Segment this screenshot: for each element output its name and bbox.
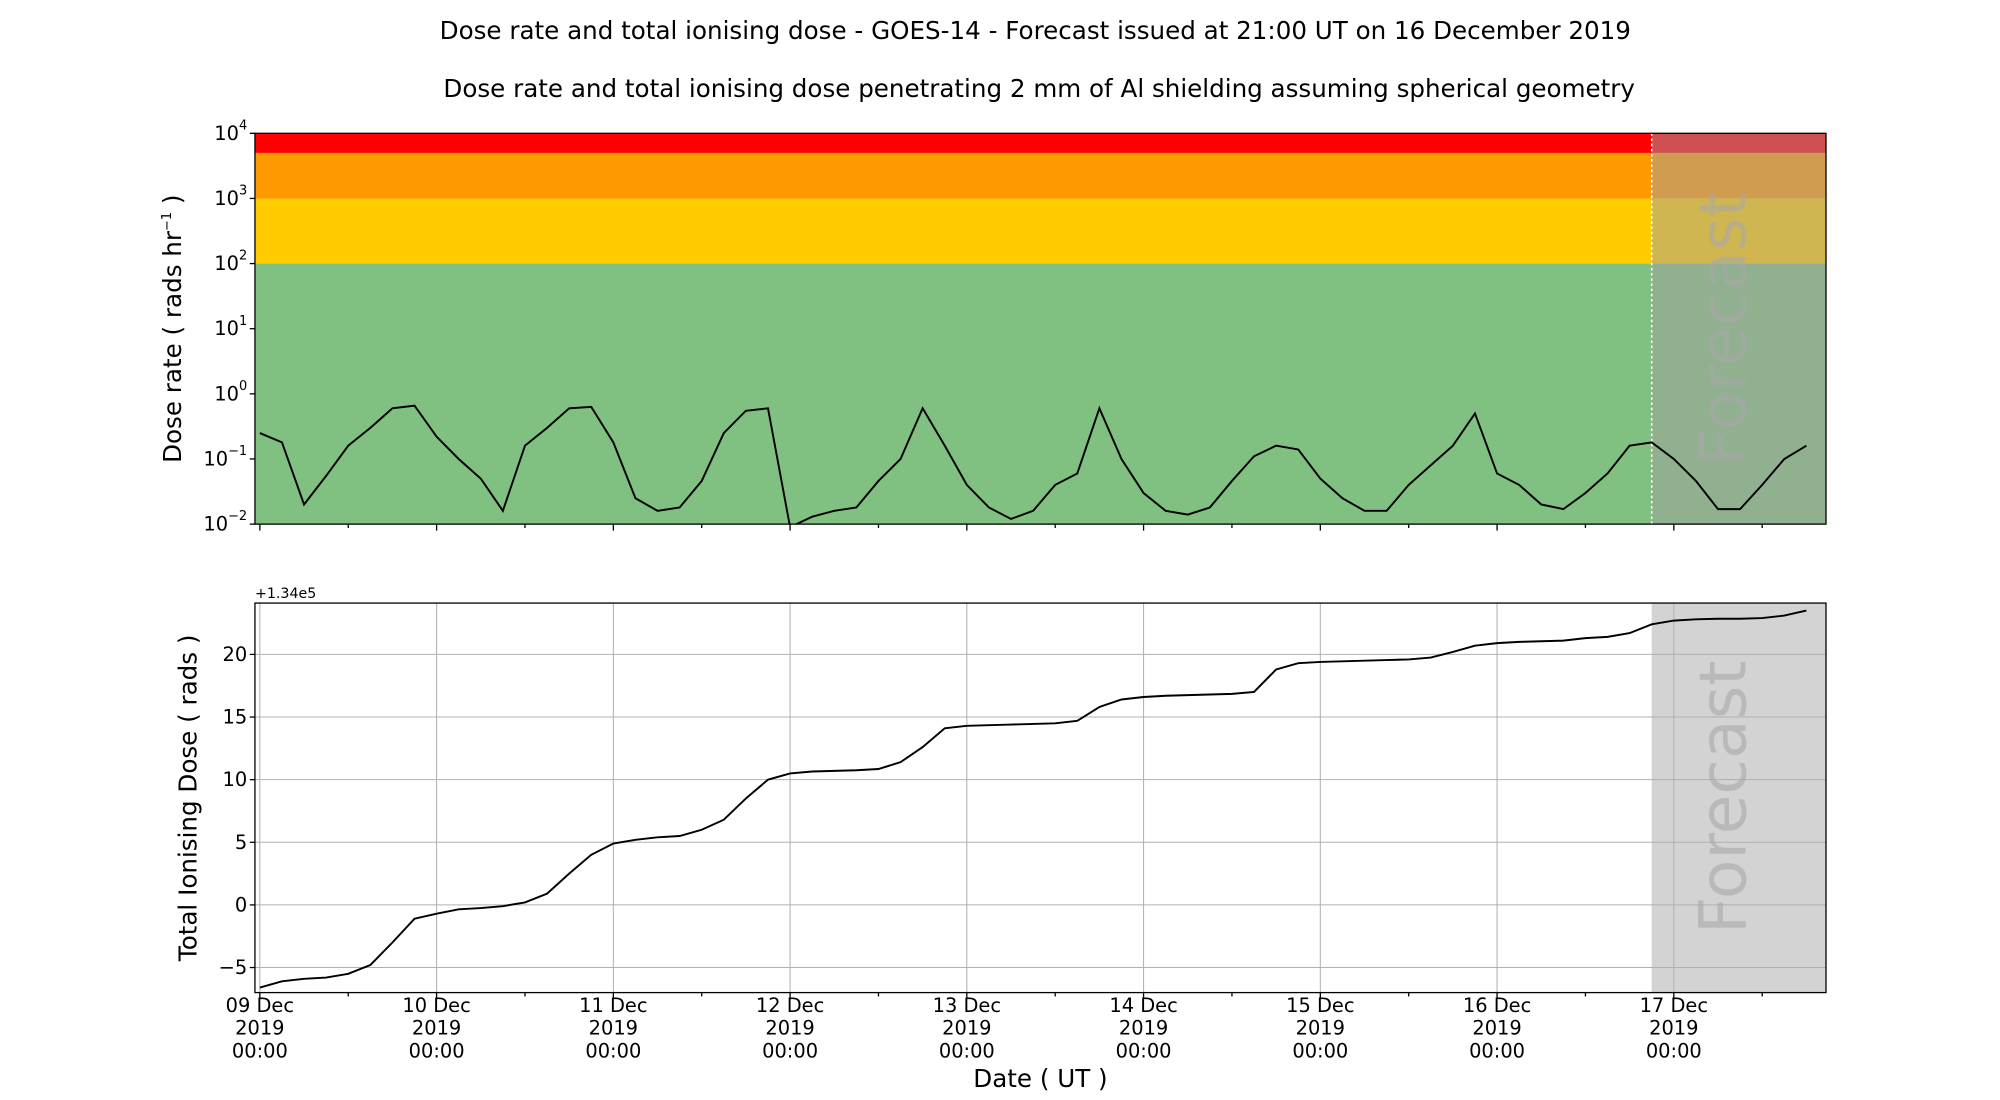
y-tick-label: −5 <box>219 956 248 979</box>
band <box>254 263 1827 525</box>
x-tick-label: 00:00 <box>1292 1039 1348 1062</box>
x-axis-label: Date ( UT ) <box>973 1064 1107 1093</box>
x-tick-label: 00:00 <box>1646 1039 1702 1062</box>
y-tick-base: 10 <box>203 513 228 536</box>
y-tick-label: 0 <box>235 893 247 916</box>
y-tick-label: 100 <box>214 379 247 405</box>
band <box>254 152 1827 199</box>
forecast-region <box>1651 603 1827 993</box>
y-tick-label: 10 <box>222 768 247 791</box>
x-tick-label: 00:00 <box>409 1039 465 1062</box>
x-tick-label: 2019 <box>1472 1017 1521 1040</box>
data-line <box>259 609 1807 989</box>
chart-subtitle: Dose rate and total ionising dose penetr… <box>443 74 1635 103</box>
y-tick-exponent: 4 <box>239 118 247 133</box>
x-tick-label: 11 Dec <box>579 994 647 1017</box>
x-tick-label: 2019 <box>1119 1017 1168 1040</box>
x-tick-label: 10 Dec <box>402 994 470 1017</box>
y-tick-exponent: 0 <box>239 379 247 394</box>
y-axis-label-text: Dose rate ( rads hr <box>158 230 187 463</box>
y-tick-label: 5 <box>235 831 247 854</box>
x-tick-label: 15 Dec <box>1286 994 1354 1017</box>
y-tick-label: 103 <box>214 184 247 210</box>
y-tick-label: 101 <box>214 314 247 340</box>
x-tick-label: 14 Dec <box>1109 994 1177 1017</box>
y-axis-label: Total Ionising Dose ( rads ) <box>174 635 203 963</box>
y-axis-label-suffix: ) <box>158 195 187 212</box>
y-tick-label: 10−2 <box>203 509 247 535</box>
x-tick-label: 00:00 <box>1469 1039 1525 1062</box>
x-tick-label: 00:00 <box>762 1039 818 1062</box>
y-tick-base: −5 <box>219 956 248 979</box>
x-tick-label: 2019 <box>589 1017 638 1040</box>
x-tick-label: 2019 <box>235 1017 284 1040</box>
x-tick-label: 16 Dec <box>1463 994 1531 1017</box>
plot-frame <box>254 132 1827 525</box>
x-tick-label: 2019 <box>942 1017 991 1040</box>
forecast-label: Forecast <box>1686 192 1761 466</box>
y-tick-label: 20 <box>222 643 247 666</box>
x-tick-label: 00:00 <box>1116 1039 1172 1062</box>
y-tick-exponent: 2 <box>239 249 247 264</box>
y-tick-label: 15 <box>222 706 247 729</box>
x-tick-label: 2019 <box>1649 1017 1698 1040</box>
y-tick-label: 102 <box>214 249 247 275</box>
y-tick-base: 10 <box>203 447 228 470</box>
x-tick-label: 13 Dec <box>933 994 1001 1017</box>
forecast-region <box>1651 133 1827 525</box>
y-tick-base: 10 <box>214 382 239 405</box>
x-tick-label: 2019 <box>412 1017 461 1040</box>
band <box>254 133 1827 153</box>
plot-frame <box>254 602 1827 994</box>
x-tick-label: 2019 <box>765 1017 814 1040</box>
x-tick-label: 00:00 <box>939 1039 995 1062</box>
x-tick-label: 17 Dec <box>1640 994 1708 1017</box>
x-tick-label: 09 Dec <box>226 994 294 1017</box>
y-tick-label: 10−1 <box>203 444 247 470</box>
y-tick-base: 10 <box>214 187 239 210</box>
y-axis-label: Dose rate ( rads hr−1 ) <box>158 195 187 463</box>
y-tick-base: 10 <box>214 122 239 145</box>
forecast-label: Forecast <box>1686 660 1761 934</box>
x-tick-label: 2019 <box>1296 1017 1345 1040</box>
chart-title: Dose rate and total ionising dose - GOES… <box>440 16 1631 45</box>
y-tick-base: 10 <box>214 317 239 340</box>
y-axis-label-sup: −1 <box>160 212 175 231</box>
y-tick-label: 104 <box>214 118 247 144</box>
y-axis-label-text: Total Ionising Dose ( rads ) <box>174 635 203 963</box>
y-tick-exponent: −2 <box>228 509 247 524</box>
y-tick-exponent: 1 <box>239 314 247 329</box>
y-tick-exponent: −1 <box>228 444 247 459</box>
offset-label: +1.34e5 <box>255 586 316 602</box>
band <box>254 198 1827 264</box>
data-line <box>259 404 1807 525</box>
y-tick-base: 10 <box>214 252 239 275</box>
x-tick-label: 00:00 <box>232 1039 288 1062</box>
x-tick-label: 00:00 <box>585 1039 641 1062</box>
y-tick-exponent: 3 <box>239 184 247 199</box>
x-tick-label: 12 Dec <box>756 994 824 1017</box>
